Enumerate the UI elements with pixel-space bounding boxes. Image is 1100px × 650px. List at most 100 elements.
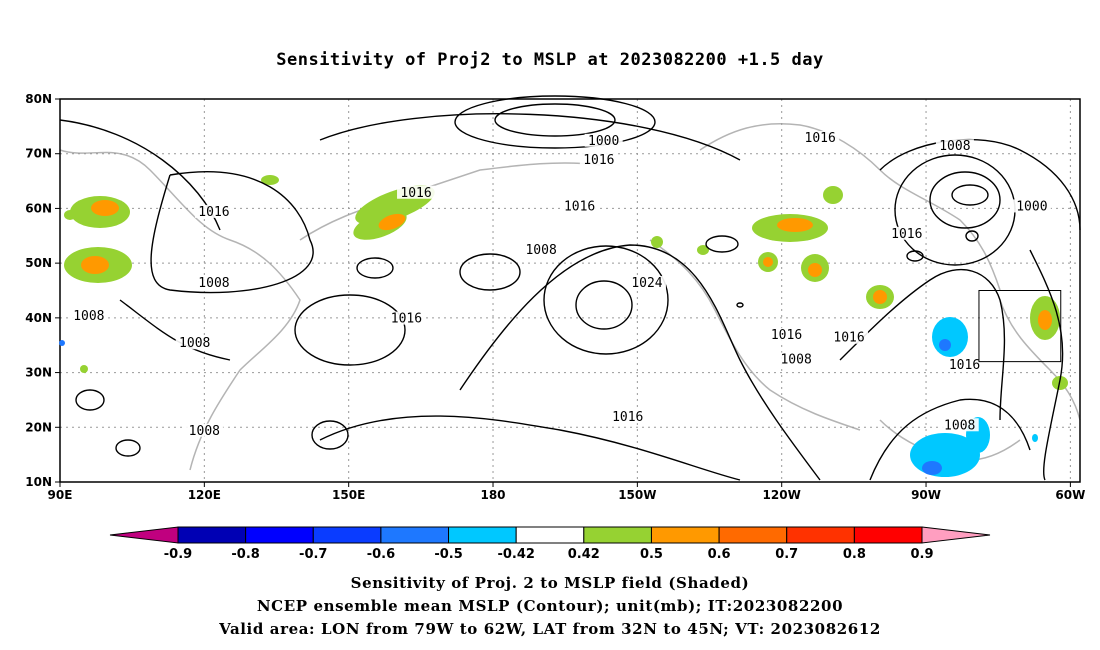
- contour-label-bg: [945, 358, 984, 372]
- x-tick-label: 150E: [332, 488, 365, 502]
- y-tick-label: 10N: [25, 475, 52, 489]
- contour-label-bg: [1012, 199, 1051, 213]
- sensitivity-blob: [81, 256, 109, 274]
- contour-label: 1016: [833, 331, 864, 346]
- sensitivity-blob: [1032, 434, 1038, 442]
- contour-label: 1008: [73, 309, 104, 324]
- sensitivity-blob: [697, 245, 709, 255]
- plot-frame: [59, 98, 1081, 483]
- colorbar-label: -0.6: [367, 547, 395, 562]
- contour-label: 1016: [391, 312, 422, 327]
- contour-label: 1016: [805, 131, 836, 146]
- x-tick-label: 150W: [618, 488, 656, 502]
- sensitivity-blob: [922, 461, 942, 475]
- contour-label: 1008: [189, 424, 220, 439]
- valid-area-box: [978, 290, 1062, 363]
- contour-label-bg: [584, 133, 623, 147]
- sensitivity-blob: [91, 200, 119, 216]
- contour-label: 1016: [891, 227, 922, 242]
- sensitivity-shading: [59, 175, 1068, 477]
- contour-label-bg: [608, 410, 647, 424]
- x-tick-label: 60W: [1055, 488, 1085, 502]
- colorbar-swatch: [718, 526, 788, 544]
- y-tick-label: 60N: [25, 201, 52, 215]
- contour-label: 1008: [939, 139, 970, 154]
- colorbar-swatch: [583, 526, 652, 544]
- axis-tick-labels: 90E 120E 150E 180 150W 120W 90W 60W 80N 70N 60N 50N…: [25, 92, 1085, 502]
- colorbar-swatch: [109, 526, 179, 544]
- colorbar-swatch: [921, 526, 991, 544]
- x-tick-label: 180: [480, 488, 505, 502]
- y-tick-label: 80N: [25, 92, 52, 106]
- colorbar-swatch: [448, 526, 517, 544]
- contour-label-bg: [830, 330, 869, 344]
- sensitivity-blob: [808, 263, 822, 277]
- colorbar-label: 0.5: [640, 547, 663, 562]
- sensitivity-blob: [59, 340, 65, 346]
- contour-label-bg: [522, 243, 561, 257]
- colorbar-swatch: [786, 526, 855, 544]
- contour-labels: 1000 1016 1016 1008 1016 1016 1016 1016 1000 1008…: [69, 131, 1051, 439]
- contour-label-bg: [175, 336, 214, 350]
- colorbar-label: 0.9: [910, 547, 933, 562]
- contour-label-bg: [801, 131, 840, 145]
- colorbar-label: -0.7: [299, 547, 327, 562]
- colorbar: -0.9 -0.8 -0.7 -0.6 -0.5 -0.42 0.42 0.5 0.6 0.7 0.…: [109, 526, 991, 562]
- contour-label: 1016: [400, 186, 431, 201]
- y-tick-label: 30N: [25, 366, 52, 380]
- contour-label-bg: [579, 152, 618, 166]
- colorbar-label: 0.6: [708, 547, 731, 562]
- sensitivity-blob: [378, 213, 406, 231]
- colorbar-swatch: [312, 526, 382, 544]
- caption-valid-area: Valid area: LON from 79W to 62W, LAT fro…: [219, 620, 881, 638]
- colorbar-swatch: [853, 526, 923, 544]
- contour-label: 1000: [1016, 199, 1047, 214]
- lat-lon-grid: [55, 98, 1081, 487]
- contour-label: 1008: [525, 243, 556, 258]
- colorbar-label: -0.9: [164, 547, 192, 562]
- contour-label-bg: [777, 352, 816, 366]
- contour-label: 1008: [780, 353, 811, 368]
- contour-label: 1016: [564, 199, 595, 214]
- sensitivity-blob: [763, 257, 773, 267]
- colorbar-swatch: [245, 526, 314, 544]
- contour-label: 1008: [179, 336, 210, 351]
- contour-label-bg: [397, 185, 436, 199]
- sensitivity-blob: [873, 290, 887, 304]
- x-tick-label: 90E: [48, 488, 73, 502]
- colorbar-swatch: [177, 526, 247, 544]
- contour-label: 1008: [198, 276, 229, 291]
- contour-label: 1016: [583, 153, 614, 168]
- y-tick-label: 70N: [25, 147, 52, 161]
- sensitivity-blob: [823, 186, 843, 204]
- mslp-contours: [59, 95, 1081, 481]
- contour-label-bg: [935, 139, 974, 153]
- sensitivity-blob: [932, 317, 968, 357]
- contour-label-bg: [194, 204, 233, 218]
- colorbar-label: 0.7: [775, 547, 798, 562]
- x-tick-label: 120E: [188, 488, 221, 502]
- sensitivity-blob: [777, 218, 813, 232]
- colorbar-label: -0.8: [231, 547, 259, 562]
- contour-label-bg: [185, 423, 224, 437]
- sensitivity-blob: [261, 175, 279, 185]
- contour-label: 1016: [612, 410, 643, 425]
- contour-label: 1016: [771, 328, 802, 343]
- contour-label: 1024: [631, 276, 662, 291]
- contour-label-bg: [69, 308, 108, 322]
- colorbar-label: 0.8: [843, 547, 866, 562]
- colorbar-swatch: [650, 526, 720, 544]
- y-tick-label: 40N: [25, 311, 52, 325]
- contour-label: 1016: [949, 358, 980, 373]
- caption-shading: Sensitivity of Proj. 2 to MSLP field (Sh…: [350, 574, 750, 592]
- contour-label-bg: [627, 276, 666, 290]
- contour-label-bg: [560, 199, 599, 213]
- coastlines: [59, 122, 1081, 471]
- colorbar-swatch: [380, 526, 450, 544]
- sensitivity-blob: [64, 210, 76, 220]
- colorbar-label: -0.42: [497, 547, 534, 562]
- x-tick-label: 90W: [911, 488, 941, 502]
- contour-label: 1000: [588, 134, 619, 149]
- caption-contour: NCEP ensemble mean MSLP (Contour); unit(…: [256, 597, 844, 615]
